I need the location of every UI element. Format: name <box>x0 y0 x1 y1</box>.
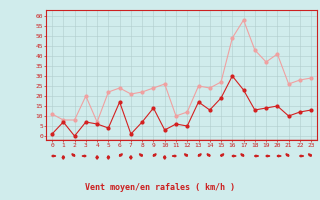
Text: Vent moyen/en rafales ( km/h ): Vent moyen/en rafales ( km/h ) <box>85 183 235 192</box>
